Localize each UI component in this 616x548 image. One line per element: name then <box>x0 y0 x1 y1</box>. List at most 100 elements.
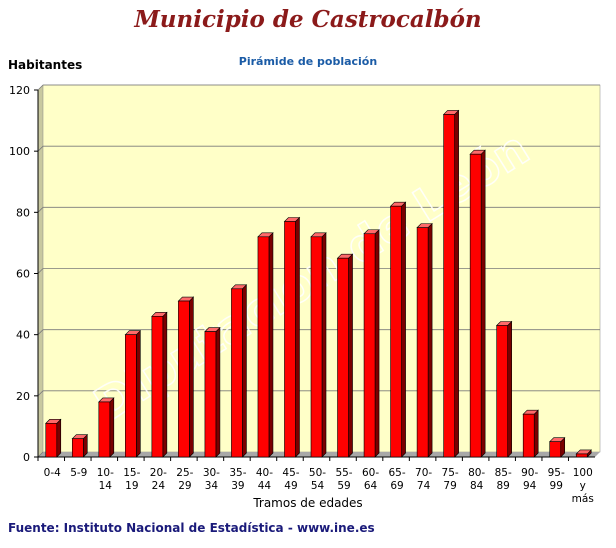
x-tick-label: 65-69 <box>388 467 405 492</box>
x-tick-label: 60-64 <box>362 467 379 492</box>
y-axis-label: Habitantes <box>8 58 83 72</box>
grid-line-side <box>37 451 44 458</box>
bar-front <box>496 325 508 458</box>
bar-side <box>480 149 486 458</box>
x-tick-label: 75-79 <box>442 467 459 492</box>
y-tick-label: 0 <box>23 451 30 464</box>
bar <box>151 311 168 458</box>
x-tick-label: 40-44 <box>256 467 273 492</box>
x-tick-label: 50-54 <box>309 467 326 492</box>
bar-front <box>363 233 376 458</box>
bar-front <box>151 316 164 458</box>
grid-line-side <box>37 329 44 335</box>
y-tick-label: 120 <box>9 84 30 97</box>
bar <box>230 284 248 458</box>
bar-front <box>98 401 111 458</box>
bar <box>389 201 407 458</box>
bar-side <box>533 409 539 458</box>
bar <box>363 229 380 458</box>
bar-front <box>204 331 217 458</box>
x-tick-label: 95-99 <box>548 467 565 492</box>
bar-side <box>162 311 168 458</box>
x-tick-label: 90-94 <box>521 467 538 492</box>
bar-front <box>337 257 349 458</box>
x-tick-label: 15-19 <box>123 467 140 492</box>
bar-front <box>71 438 84 458</box>
bar <box>575 449 592 458</box>
bar <box>442 109 460 458</box>
bar-side <box>242 284 247 458</box>
y-tick-label: 100 <box>9 145 30 158</box>
x-tick-label: 35-39 <box>229 467 246 492</box>
x-tick-label: 100 y más <box>572 467 594 505</box>
x-tick-label: 0-4 <box>44 467 61 479</box>
bar-side <box>109 397 115 458</box>
bar <box>45 418 62 458</box>
bar-front <box>522 413 535 458</box>
grid-line-side <box>37 390 44 397</box>
x-tick-label: 25-29 <box>176 467 193 492</box>
chart-subtitle: Pirámide de población <box>238 55 378 68</box>
bar <box>283 216 301 458</box>
y-tick-label: 80 <box>16 206 30 219</box>
source-footer: Fuente: Instituto Nacional de Estadístic… <box>8 521 375 535</box>
bar <box>548 436 566 458</box>
bar-front <box>549 441 562 458</box>
bar-side <box>56 418 62 458</box>
bar-front <box>231 288 243 458</box>
y-tick-label: 20 <box>16 390 30 403</box>
bar-front <box>575 453 588 458</box>
x-tick-label: 10-14 <box>97 467 114 492</box>
bar <box>124 329 142 458</box>
bar-front <box>443 114 455 458</box>
bar-side <box>454 109 459 458</box>
x-tick-label: 5-9 <box>70 467 87 479</box>
bar-side <box>215 326 221 458</box>
bar-side <box>268 232 274 458</box>
bar <box>98 397 115 458</box>
bar-front <box>125 334 137 458</box>
bar-side <box>321 232 327 458</box>
y-tick-label: 60 <box>16 268 30 281</box>
grid-line-side <box>37 268 44 274</box>
bar-side <box>401 201 406 458</box>
bar <box>177 296 195 458</box>
grid-line-side <box>37 145 44 152</box>
chart-main-title: Municipio de Castrocalbón <box>134 6 482 33</box>
bar-front <box>45 423 58 458</box>
bar <box>469 149 486 458</box>
bar-side <box>507 320 512 458</box>
bar-side <box>136 329 141 458</box>
bar-side <box>189 296 194 458</box>
bar <box>204 326 221 458</box>
bar-front <box>178 300 190 458</box>
x-tick-label: 55-59 <box>335 467 352 492</box>
grid-line-side <box>37 84 44 91</box>
bar-side <box>348 253 353 458</box>
y-tick-label: 40 <box>16 329 30 342</box>
x-tick-label: 85-89 <box>495 467 512 492</box>
bar-side <box>427 222 433 458</box>
x-tick-label: 70-74 <box>415 467 432 492</box>
bar-front <box>469 153 482 458</box>
bar <box>310 232 327 458</box>
bar <box>336 253 354 458</box>
bar <box>71 433 89 458</box>
grid-line-side <box>37 207 44 213</box>
bar-side <box>374 229 380 458</box>
bar <box>416 222 433 458</box>
bar-front <box>390 205 402 458</box>
bar-front <box>257 236 270 458</box>
bar-front <box>310 236 323 458</box>
bar-front <box>416 227 429 458</box>
x-tick-label: 80-84 <box>468 467 485 492</box>
bar-side <box>295 216 300 458</box>
x-tick-label: 20-24 <box>150 467 167 492</box>
bar-front <box>284 221 296 458</box>
bar <box>522 409 539 458</box>
bar <box>257 232 274 458</box>
bar <box>495 320 513 458</box>
x-axis-label: Tramos de edades <box>253 496 363 510</box>
x-tick-label: 30-34 <box>203 467 220 492</box>
